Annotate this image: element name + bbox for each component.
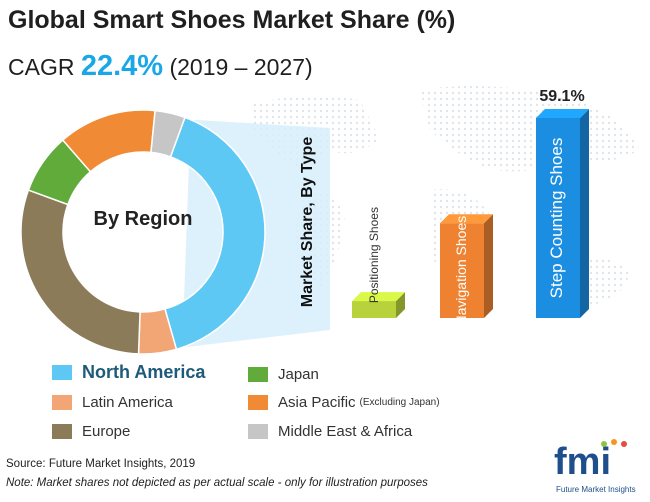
legend-swatch — [52, 424, 72, 439]
cagr-value: 22.4% — [80, 50, 164, 82]
legend-swatch — [52, 395, 72, 410]
donut-slice-middle-east-africa — [150, 109, 186, 158]
bar-side — [396, 292, 405, 318]
charts-canvas: By Region Market Share, By Type Position… — [20, 86, 640, 355]
donut-center-label: By Region — [94, 208, 193, 230]
bar-side — [580, 109, 589, 318]
bar-front — [440, 223, 484, 318]
note-text: Note: Market shares not depicted as per … — [6, 477, 428, 489]
legend-item-north-america: North America — [52, 362, 205, 383]
legend-label: North America — [82, 362, 206, 382]
legend-label: Asia Pacific — [278, 394, 356, 411]
legend-note: (Excluding Japan) — [359, 397, 440, 408]
logo-dot — [621, 441, 627, 447]
legend-item-middle-east-africa: Middle East & Africa — [248, 423, 412, 440]
bar-chart: Positioning Shoes Navigation Shoes Step Co… — [352, 88, 589, 325]
legend-label: Europe — [82, 423, 131, 440]
bar-front — [352, 301, 396, 318]
legend-item-latin-america: Latin America — [52, 394, 173, 411]
logo-letters: fmi — [554, 441, 611, 483]
bar-category-label: Step Counting Shoes — [547, 138, 566, 299]
legend-label: Latin America — [82, 394, 173, 411]
donut-chart — [20, 109, 266, 355]
bar-top — [352, 292, 405, 302]
legend-item-asia-pacific: Asia Pacific (Excluding Japan) — [248, 394, 440, 411]
cagr-period: (2019 – 2027) — [169, 54, 313, 80]
bar-top — [440, 214, 493, 224]
bar-top — [536, 109, 589, 118]
legend-swatch — [248, 367, 268, 382]
fmi-logo: fmi Future Market Insights — [554, 439, 636, 494]
bar-step-counting-shoes: Step Counting Shoes 59.1% — [536, 88, 589, 318]
logo-dot — [601, 441, 607, 447]
bar-value-label: 59.1% — [539, 88, 584, 105]
donut-slice-north-america — [163, 116, 266, 351]
bar-positioning-shoes: Positioning Shoes — [352, 207, 405, 318]
legend-label: Middle East & Africa — [278, 423, 413, 440]
bar-category-label: Navigation Shoes — [453, 216, 469, 326]
bar-side — [484, 214, 493, 318]
logo-caption: Future Market Insights — [556, 485, 636, 494]
source-text: Source: Future Market Insights, 2019 — [6, 458, 196, 470]
legend-swatch — [248, 424, 268, 439]
legend-swatch — [52, 365, 72, 380]
legend-swatch — [248, 395, 268, 410]
cagr-label: CAGR — [8, 54, 75, 80]
bar-front — [536, 118, 580, 318]
legend-label: Japan — [278, 366, 319, 383]
bar-navigation-shoes: Navigation Shoes — [440, 214, 493, 325]
legend-item-europe: Europe — [52, 423, 130, 440]
cagr-line: CAGR 22.4% (2019 – 2027) — [8, 50, 313, 83]
logo-dot — [611, 439, 617, 445]
legend-item-japan: Japan — [248, 366, 319, 383]
bar-axis-label: Market Share, By Type — [299, 137, 316, 308]
bar-category-label: Positioning Shoes — [367, 207, 381, 303]
chart-title: Global Smart Shoes Market Share (%) — [8, 6, 456, 34]
